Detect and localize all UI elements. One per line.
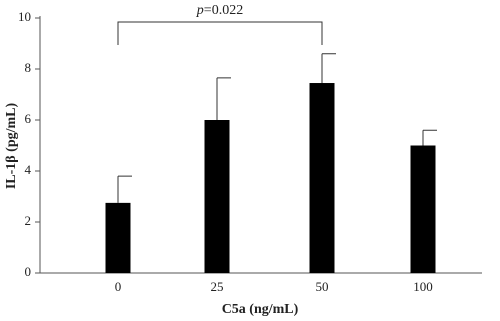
bar [204,120,230,273]
error-bar [216,77,231,120]
y-tick-label: 6 [25,111,32,126]
x-tick-label: 100 [413,279,433,294]
error-bar [117,175,132,203]
annotation-text: =0.022 [204,3,243,18]
x-tick-label: 50 [316,279,329,294]
y-tick-label: 2 [25,213,32,228]
bar [309,83,335,274]
annotation-italic: p [196,3,204,18]
x-tick-label: 0 [115,279,122,294]
x-axis-label: C5a (ng/mL) [222,302,299,317]
error-bar [422,129,437,146]
error-bar [321,53,336,84]
annotation: p=0.022 [196,3,243,18]
y-tick-label: 4 [25,162,32,177]
y-tick-label: 10 [18,9,31,24]
significance-bracket [117,21,323,45]
bar [410,145,436,273]
bar [105,202,131,273]
y-tick-label: 0 [25,264,32,279]
y-tick-label: 8 [25,60,32,75]
y-axis-label: IL-1β (pg/mL) [4,103,19,190]
x-tick-label: 25 [211,279,224,294]
